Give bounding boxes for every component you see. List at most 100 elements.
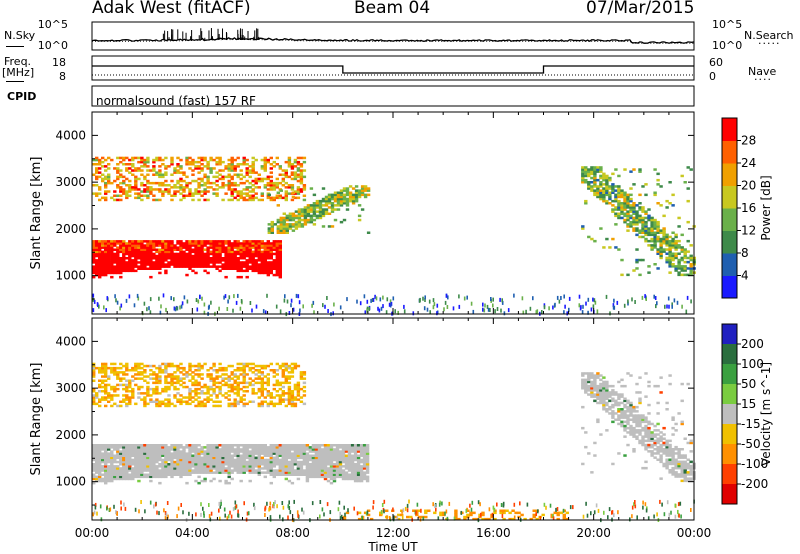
power-panel-cell: [641, 231, 645, 234]
velocity-panel-cell: [149, 479, 153, 483]
power-panel-cell: [95, 261, 99, 264]
power-panel-cell: [336, 204, 341, 207]
velocity-panel-cell: [302, 446, 307, 449]
velocity-panel-cell: [287, 371, 292, 374]
velocity-panel-cell: [350, 473, 355, 476]
velocity-panel-cell: [302, 454, 307, 457]
power-panel-cell: [674, 235, 678, 239]
power-panel-cell: [119, 248, 123, 251]
power-panel-cell: [671, 246, 675, 249]
power-panel-cell: [602, 187, 606, 190]
power-panel-cell: [288, 223, 293, 226]
power-panel-cell: [245, 169, 249, 172]
velocity-panel-cell: [95, 458, 99, 462]
velocity-panel-cell: [197, 469, 201, 472]
power-panel-cell: [638, 208, 642, 211]
power-panel-cell: [146, 242, 150, 245]
velocity-panel-cell: [176, 458, 180, 462]
power-panel-cell: [245, 252, 249, 256]
velocity-panel-cell: [179, 452, 183, 455]
velocity-panel-cell: [287, 375, 292, 378]
velocity-panel-cell: [299, 373, 304, 376]
velocity-panel-cell: [107, 460, 111, 464]
velocity-panel-cell: [299, 387, 304, 391]
power-panel-cell: [284, 196, 288, 200]
velocity-panel-cell: [629, 418, 633, 421]
power-panel-cell: [345, 191, 350, 194]
velocity-panel-cell: [167, 394, 171, 397]
velocity-panel-cell: [185, 473, 189, 476]
power-panel-cell: [149, 169, 153, 172]
velocity-panel-cell: [593, 387, 597, 390]
power-panel-cell: [321, 210, 326, 213]
velocity-panel-cell: [605, 380, 609, 384]
velocity-panel-cell: [104, 446, 108, 449]
power-panel-cell: [339, 189, 344, 192]
velocity-panel-cell: [314, 467, 319, 470]
velocity-panel-cell: [248, 450, 252, 453]
power-panel-clutter: [496, 307, 499, 311]
power-panel-cell: [191, 194, 195, 197]
velocity-panel-cell: [356, 467, 361, 470]
velocity-panel-cell: [341, 452, 346, 455]
power-panel-clutter: [366, 299, 369, 304]
velocity-panel-cell: [350, 458, 355, 462]
power-panel-cell: [176, 171, 180, 174]
velocity-panel-cell: [611, 384, 615, 388]
power-panel-cell: [629, 216, 633, 220]
velocity-panel-cell: [92, 369, 96, 372]
velocity-panel-cell: [266, 452, 270, 455]
velocity-panel-cell: [236, 402, 240, 406]
power-panel-cell: [188, 156, 192, 160]
power-panel-cell: [233, 261, 237, 264]
power-panel-cell: [92, 257, 96, 260]
power-panel-cell: [686, 220, 690, 224]
power-panel-cell: [650, 248, 654, 251]
velocity-panel-cell: [152, 469, 156, 472]
velocity-panel-cell: [248, 467, 252, 470]
velocity-panel-cell: [332, 452, 337, 455]
velocity-panel-cell: [320, 444, 325, 447]
power-panel-cell: [686, 267, 690, 270]
velocity-panel-cell: [326, 446, 331, 449]
velocity-panel-cell: [203, 452, 207, 455]
velocity-panel-cell: [107, 469, 111, 472]
velocity-panel-cell: [167, 454, 171, 457]
power-panel-cell: [152, 198, 156, 202]
velocity-panel-cell: [317, 460, 322, 464]
power-panel-cell: [596, 187, 600, 190]
power-panel-cell: [275, 186, 279, 189]
velocity-panel-cell: [281, 364, 285, 368]
power-panel-cell: [101, 240, 105, 243]
velocity-panel-cell: [182, 471, 186, 474]
power-panel-cell: [333, 204, 338, 207]
velocity-panel-cell: [176, 364, 180, 368]
velocity-panel-cell: [344, 448, 349, 451]
power-panel-cell: [263, 156, 267, 160]
power-panel-clutter: [210, 300, 212, 305]
velocity-panel-cell: [230, 469, 234, 472]
power-panel-cell: [248, 261, 252, 264]
power-panel-colorbar-label: 12: [741, 224, 756, 238]
velocity-panel-cell: [629, 412, 633, 415]
power-panel-cell: [668, 260, 672, 264]
power-panel-cell: [143, 263, 147, 266]
velocity-panel-cell: [320, 460, 325, 464]
power-panel-cell: [170, 263, 174, 266]
power-panel-cell: [185, 261, 189, 264]
power-panel-cell: [191, 169, 195, 172]
velocity-panel-cell: [332, 473, 337, 476]
power-panel-cell: [173, 184, 177, 187]
velocity-panel-cell: [164, 366, 168, 370]
velocity-panel-cell: [269, 467, 273, 470]
power-panel-cell: [185, 163, 189, 166]
power-panel-cell: [158, 242, 162, 245]
power-panel-cell: [668, 244, 672, 247]
velocity-panel-cell: [248, 377, 252, 380]
velocity-panel-cell: [311, 446, 316, 449]
power-panel-cell: [221, 198, 225, 202]
velocity-panel-cell: [137, 454, 141, 457]
power-panel-cell: [218, 248, 222, 251]
power-panel-cell: [197, 167, 201, 170]
power-panel-cell: [662, 250, 666, 253]
